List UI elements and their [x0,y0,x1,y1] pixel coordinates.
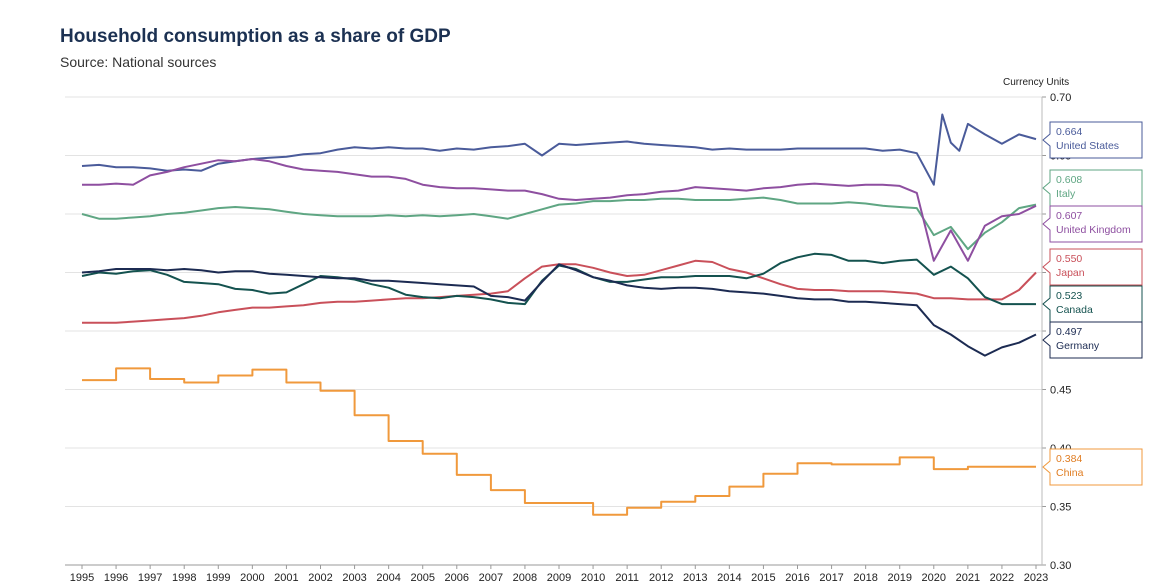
x-tick-label: 2014 [717,572,741,584]
x-tick-label: 2023 [1024,572,1048,584]
label-name: United Kingdom [1056,224,1131,236]
y-tick-label: 0.45 [1050,385,1071,397]
x-tick-label: 1998 [172,572,196,584]
label-box [1042,169,1143,207]
x-tick-label: 1999 [206,572,230,584]
x-tick-label: 1996 [104,572,128,584]
end-label-germany: 0.497 Germany [1042,321,1143,359]
x-tick-label: 2007 [479,572,503,584]
series-line-japan [82,259,1037,324]
x-tick-label: 2017 [819,572,843,584]
label-box [1042,285,1143,323]
end-labels: 0.664 United States 0.608 Italy 0.607 United … [1042,121,1143,486]
x-tick-label: 2005 [410,572,434,584]
x-tick-label: 2004 [376,572,400,584]
label-value: 0.384 [1056,453,1082,465]
x-tick-label: 2022 [990,572,1014,584]
x-tick-label: 2018 [853,572,877,584]
x-tick-label: 2019 [887,572,911,584]
x-tick-label: 2008 [513,572,537,584]
label-value: 0.664 [1056,126,1082,138]
label-name: United States [1056,140,1119,152]
chart-subtitle: Source: National sources [60,54,217,70]
label-value: 0.608 [1056,174,1082,186]
x-tick-label: 2000 [240,572,264,584]
series-line-united-kingdom [82,158,1037,262]
end-label-united-states: 0.664 United States [1042,121,1143,159]
label-box [1042,321,1143,359]
x-tick-label: 2013 [683,572,707,584]
label-value: 0.550 [1056,253,1082,265]
x-tick-label: 2003 [342,572,366,584]
x-tick-label: 2016 [785,572,809,584]
x-tick-label: 2012 [649,572,673,584]
series-line-china [82,367,1036,516]
label-name: Italy [1056,188,1076,200]
label-name: Canada [1056,304,1093,316]
label-value: 0.523 [1056,290,1082,302]
end-label-united-kingdom: 0.607 United Kingdom [1042,205,1143,243]
label-name: Japan [1056,267,1085,279]
label-name: China [1056,467,1084,479]
label-box [1042,121,1143,159]
end-label-china: 0.384 China [1042,448,1143,486]
series-line-germany [81,263,1037,357]
label-name: Germany [1056,340,1100,352]
label-value: 0.607 [1056,210,1082,222]
x-tick-label: 1995 [70,572,94,584]
x-tick-label: 2002 [308,572,332,584]
series-line-united-states [81,113,1037,186]
gridlines [65,96,1042,507]
x-tick-label: 2015 [751,572,775,584]
axes: 0.300.350.400.450.500.550.600.650.701995… [65,92,1071,584]
chart-title: Household consumption as a share of GDP [60,26,451,47]
series-line-canada [81,252,1036,306]
y-tick-label: 0.30 [1050,560,1071,572]
label-box [1042,448,1143,486]
y-tick-label: 0.70 [1050,92,1071,104]
x-tick-label: 2020 [922,572,946,584]
y-axis-label: Currency Units [1003,77,1069,88]
x-tick-label: 2021 [956,572,980,584]
label-value: 0.497 [1056,326,1082,338]
x-tick-label: 2009 [547,572,571,584]
label-box [1042,205,1143,243]
end-label-canada: 0.523 Canada [1042,285,1143,323]
x-tick-label: 1997 [138,572,162,584]
label-box [1042,248,1143,286]
series-layer [81,113,1037,516]
y-tick-label: 0.35 [1050,502,1071,514]
end-label-italy: 0.608 Italy [1042,169,1143,207]
series-line-italy [81,196,1037,251]
end-label-japan: 0.550 Japan [1042,248,1143,286]
x-tick-label: 2006 [445,572,469,584]
x-tick-label: 2010 [581,572,605,584]
x-tick-label: 2001 [274,572,298,584]
x-tick-label: 2011 [615,572,639,584]
